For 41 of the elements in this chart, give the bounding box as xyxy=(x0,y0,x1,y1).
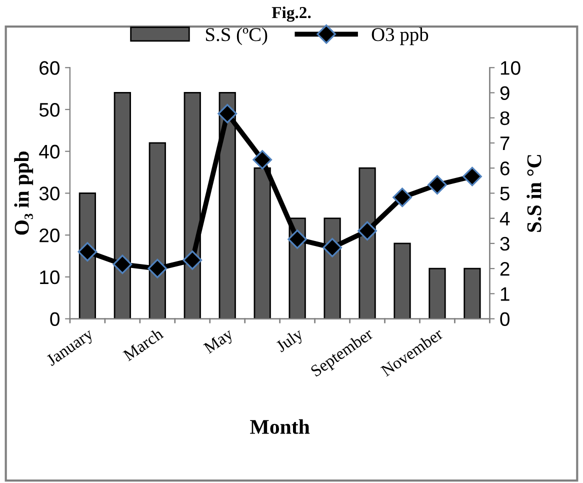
bar xyxy=(428,268,446,319)
legend-label: O3 ppb xyxy=(372,27,428,46)
point xyxy=(428,175,447,194)
y-tick-label: 60 xyxy=(40,61,60,75)
chart-title: Fig.2. xyxy=(272,6,311,22)
point xyxy=(218,104,238,124)
y2-tick-label: 7 xyxy=(500,136,510,150)
point xyxy=(288,230,308,249)
y2-tick-label: 6 xyxy=(500,162,510,176)
point xyxy=(182,250,202,270)
y2-tick-label: 2 xyxy=(500,262,510,276)
y-tick-label: 30 xyxy=(39,186,60,200)
point xyxy=(78,242,98,262)
bar xyxy=(464,268,481,319)
y2-tick-label: 8 xyxy=(500,111,510,126)
point xyxy=(148,258,168,278)
y-axis-title: O₃ in ppb xyxy=(14,152,34,235)
point xyxy=(252,150,272,170)
y2-tick-label: 4 xyxy=(500,212,510,226)
y2-tick-label: 3 xyxy=(500,236,510,251)
point xyxy=(112,254,132,274)
point xyxy=(358,221,377,241)
point xyxy=(322,238,342,258)
x-tick-label: July xyxy=(274,327,306,356)
y-tick-label: 10 xyxy=(40,270,60,284)
bar xyxy=(394,242,411,319)
legend-label: S.S (ºC) xyxy=(206,27,268,46)
y2-axis-title: S.S in °C xyxy=(526,155,542,232)
y-tick-label: 20 xyxy=(40,228,60,242)
y-tick-label: 50 xyxy=(39,102,60,117)
point xyxy=(462,166,482,186)
y2-tick-label: 1 xyxy=(500,287,510,301)
y2-tick-label: 9 xyxy=(500,86,510,100)
y-tick-label: 40 xyxy=(39,144,60,159)
x-axis-title: Month xyxy=(250,419,310,434)
y-tick-label: 0 xyxy=(50,312,60,326)
y2-tick-label: 10 xyxy=(500,61,520,75)
point xyxy=(392,188,412,208)
y2-tick-label: 0 xyxy=(500,312,510,326)
y2-tick-label: 5 xyxy=(500,186,510,200)
x-tick-label: May xyxy=(203,328,236,357)
